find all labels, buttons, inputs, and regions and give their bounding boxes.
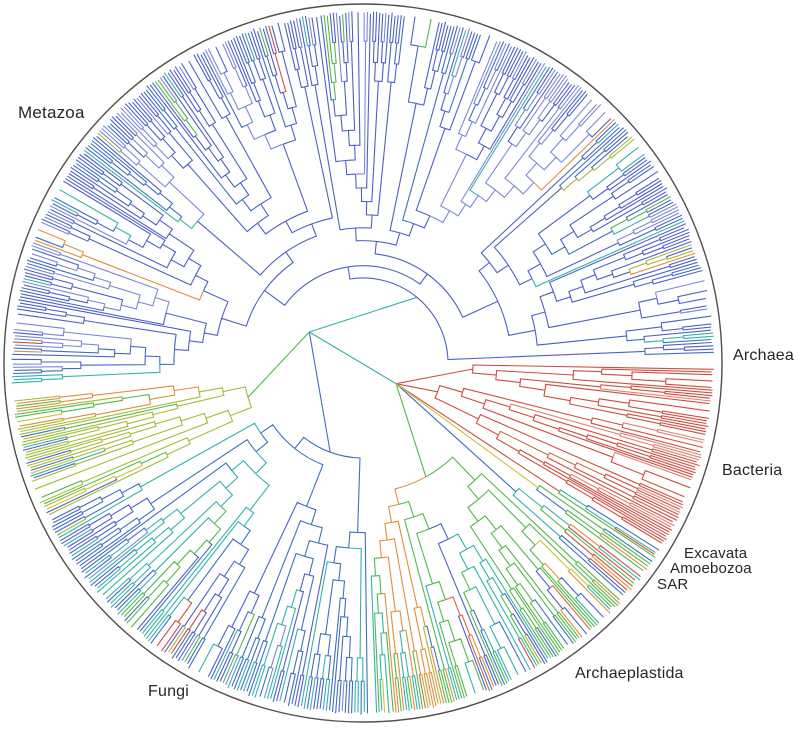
label-metazoa: Metazoa <box>18 103 85 122</box>
label-excavata: Excavata <box>684 545 748 562</box>
label-fungi: Fungi <box>148 683 190 700</box>
label-sar: SAR <box>657 576 689 593</box>
tree-rim-circle <box>3 3 723 723</box>
label-amoebozoa: Amoebozoa <box>670 560 752 577</box>
label-bacteria: Bacteria <box>722 462 783 479</box>
label-archaea: Archaea <box>733 347 794 364</box>
label-archaeplastida: Archaeplastida <box>575 665 684 682</box>
